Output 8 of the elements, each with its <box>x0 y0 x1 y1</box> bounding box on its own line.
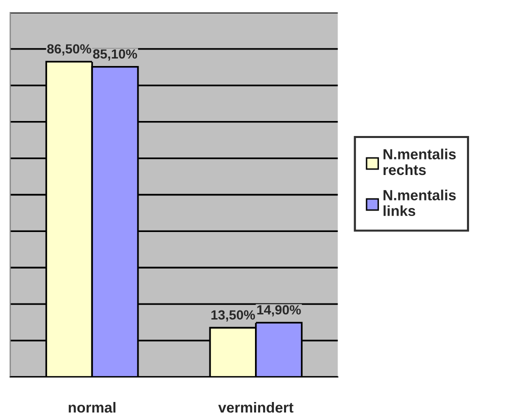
data-label: 86,50% <box>47 44 92 56</box>
legend-label: N.mentalis links <box>384 190 456 216</box>
x-tick-label: normal <box>68 402 116 413</box>
data-label: 14,90% <box>257 305 301 316</box>
data-label: 85,10% <box>93 49 138 61</box>
x-tick-label: vermindert <box>218 402 294 413</box>
legend-label: N.mentalis rechts <box>384 148 456 176</box>
data-label: 13,50% <box>211 310 255 322</box>
